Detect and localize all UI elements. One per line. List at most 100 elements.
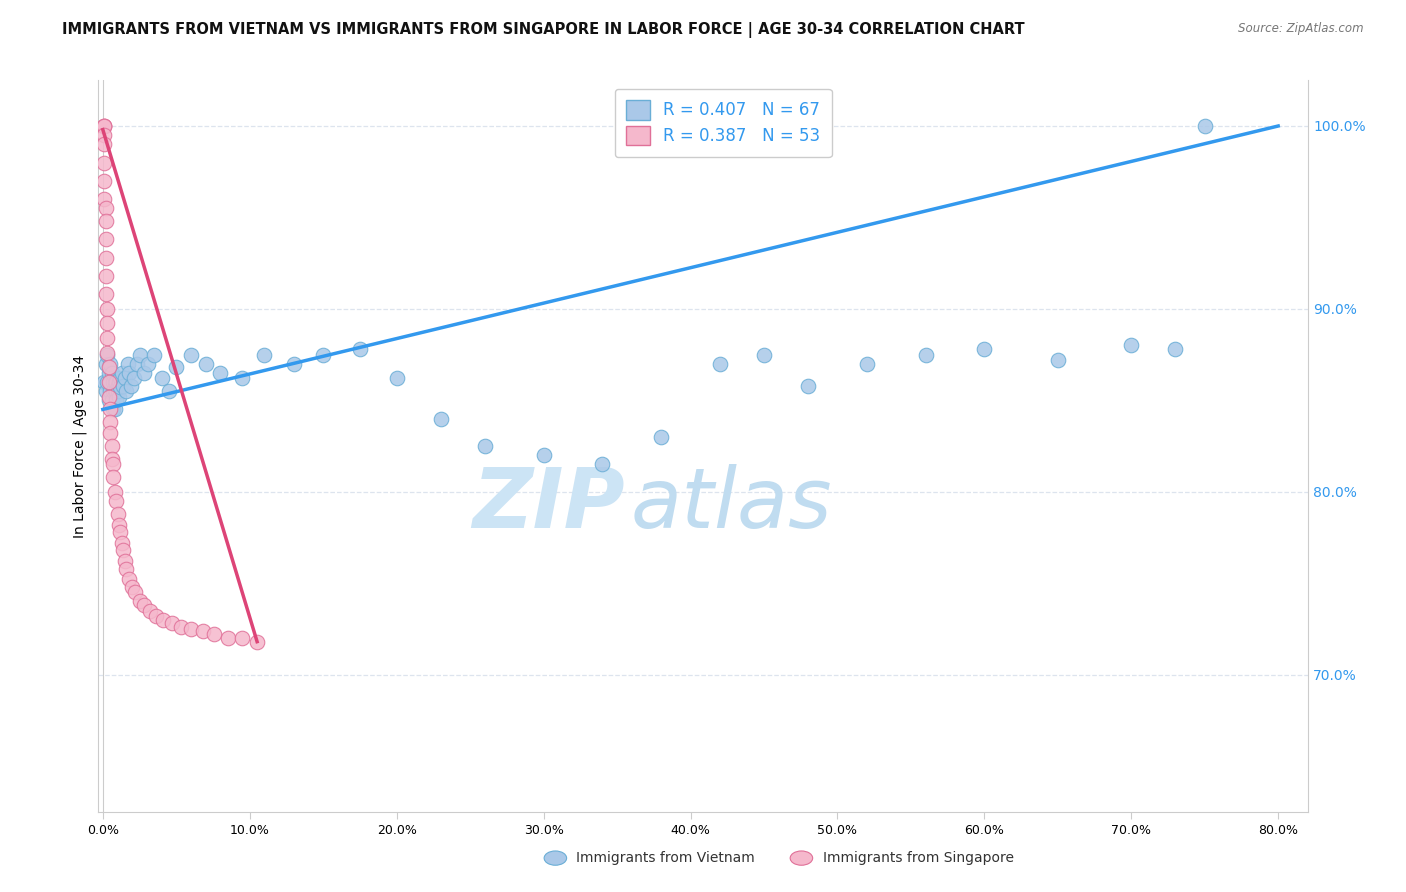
Point	[98, 415, 121, 429]
Point	[253, 347, 276, 362]
Point	[105, 493, 128, 508]
Point	[96, 345, 118, 359]
Point	[96, 331, 118, 345]
Point	[94, 201, 117, 215]
Point	[111, 366, 134, 380]
Point	[101, 375, 124, 389]
Point	[93, 137, 115, 152]
Point	[914, 347, 936, 362]
Point	[100, 439, 122, 453]
Text: atlas: atlas	[630, 464, 832, 545]
Point	[96, 375, 118, 389]
Point	[105, 393, 128, 408]
Text: IMMIGRANTS FROM VIETNAM VS IMMIGRANTS FROM SINGAPORE IN LABOR FORCE | AGE 30-34 : IMMIGRANTS FROM VIETNAM VS IMMIGRANTS FR…	[62, 22, 1025, 38]
Point	[650, 430, 672, 444]
Point	[93, 119, 115, 133]
Point	[1194, 119, 1216, 133]
Point	[108, 517, 131, 532]
Point	[100, 393, 122, 408]
Point	[180, 622, 202, 636]
Point	[97, 366, 120, 380]
Point	[94, 232, 117, 246]
Point	[107, 384, 129, 399]
Point	[115, 561, 138, 575]
Text: Immigrants from Singapore: Immigrants from Singapore	[823, 851, 1014, 865]
Point	[98, 375, 121, 389]
Point	[93, 119, 115, 133]
Point	[132, 366, 155, 380]
Text: Immigrants from Vietnam: Immigrants from Vietnam	[576, 851, 755, 865]
Y-axis label: In Labor Force | Age 30-34: In Labor Force | Age 30-34	[73, 354, 87, 538]
Point	[246, 634, 269, 648]
Point	[112, 543, 135, 558]
Point	[128, 347, 150, 362]
Point	[349, 342, 371, 356]
Point	[180, 347, 202, 362]
Legend: R = 0.407   N = 67, R = 0.387   N = 53: R = 0.407 N = 67, R = 0.387 N = 53	[614, 88, 832, 157]
Point	[591, 458, 613, 472]
Point	[100, 451, 122, 466]
Point	[105, 384, 128, 399]
Point	[139, 604, 162, 618]
Point	[283, 357, 305, 371]
Point	[231, 371, 253, 385]
Point	[94, 287, 117, 301]
Point	[170, 620, 193, 634]
Point	[752, 347, 775, 362]
Point	[1046, 353, 1069, 368]
Point	[122, 371, 145, 385]
Point	[312, 347, 335, 362]
Point	[115, 384, 138, 399]
Point	[93, 119, 115, 133]
Point	[94, 251, 117, 265]
Point	[103, 484, 125, 499]
Point	[797, 378, 820, 392]
Point	[110, 524, 132, 539]
Point	[231, 631, 253, 645]
Point	[107, 378, 129, 392]
Point	[709, 357, 731, 371]
Point	[103, 402, 125, 417]
Point	[93, 174, 115, 188]
Point	[110, 371, 132, 385]
Point	[108, 390, 131, 404]
Point	[157, 384, 180, 399]
Point	[97, 393, 120, 408]
Point	[101, 402, 124, 417]
Point	[100, 366, 122, 380]
Point	[114, 554, 136, 568]
Point	[97, 360, 120, 375]
Point	[94, 214, 117, 228]
Point	[118, 366, 141, 380]
Point	[94, 384, 117, 399]
Point	[120, 378, 142, 392]
Point	[93, 128, 115, 142]
Point	[121, 580, 143, 594]
Point	[94, 357, 117, 371]
Point	[533, 448, 555, 462]
Point	[96, 347, 118, 362]
Point	[98, 402, 121, 417]
Point	[103, 375, 125, 389]
Point	[101, 384, 124, 399]
Point	[145, 609, 167, 624]
Point	[429, 411, 451, 425]
Point	[138, 357, 160, 371]
Point	[107, 507, 129, 521]
Point	[94, 268, 117, 283]
Point	[385, 371, 408, 385]
Point	[111, 536, 134, 550]
Point	[143, 347, 166, 362]
Point	[150, 371, 173, 385]
Point	[194, 357, 217, 371]
Point	[93, 155, 115, 169]
Point	[98, 384, 121, 399]
Point	[108, 375, 131, 389]
Point	[112, 378, 135, 392]
Point	[98, 426, 121, 441]
Point	[474, 439, 496, 453]
Point	[191, 624, 214, 638]
Point	[101, 458, 124, 472]
Point	[96, 301, 118, 316]
Point	[209, 366, 232, 380]
